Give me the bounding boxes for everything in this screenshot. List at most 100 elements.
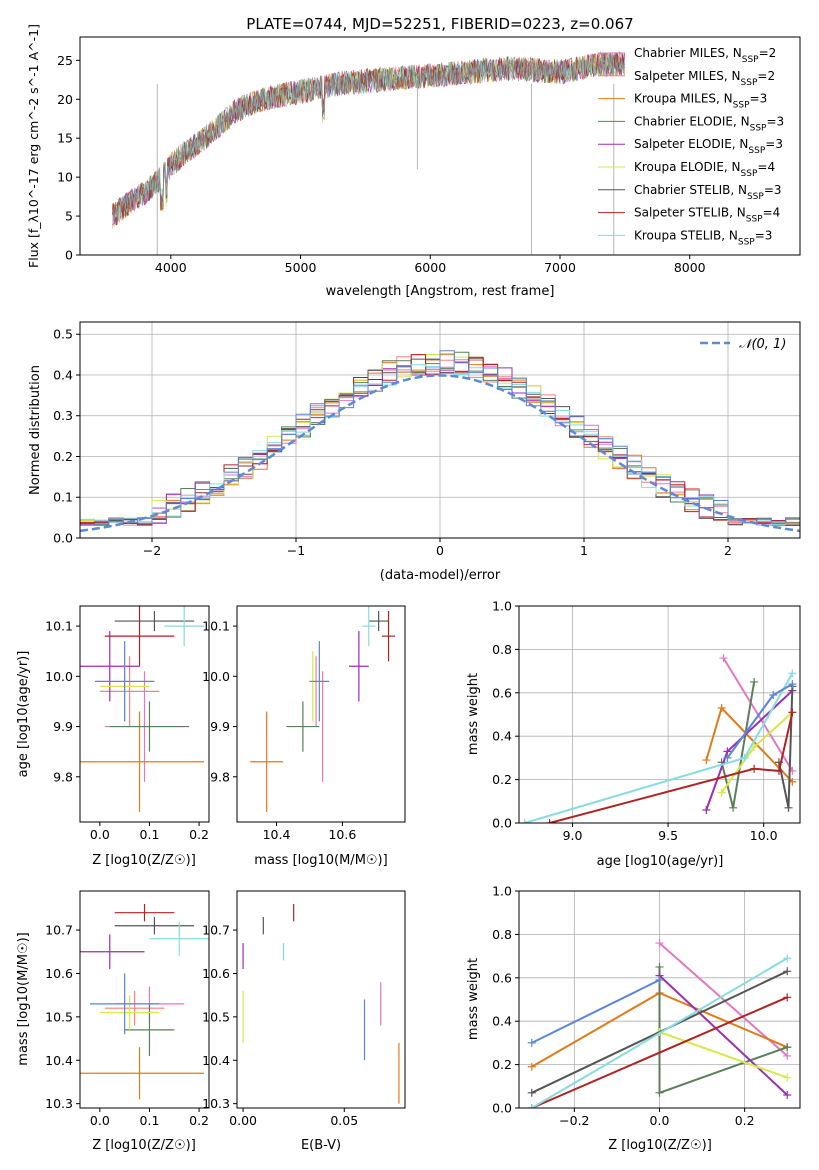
y-axis-label: Flux [f_λ10^-17 erg cm^-2 s^-1 A^-1] <box>26 24 41 268</box>
x-axis-label: Z [log10(Z/Z☉)] <box>92 853 196 868</box>
x-tick-label: 0 <box>436 543 444 558</box>
y-tick-label: 9.8 <box>53 769 73 784</box>
text-span: =3 <box>764 183 782 197</box>
x-tick-label: 8000 <box>674 260 706 275</box>
weight-marker <box>702 805 711 814</box>
weight-marker <box>655 962 664 971</box>
y-tick-label: 0.6 <box>492 685 512 700</box>
plot-area-age-vs-mass <box>250 606 396 812</box>
y-axis-label: mass weight <box>466 958 481 1040</box>
weight-marker <box>783 1090 792 1099</box>
text-span: SSP <box>750 123 767 133</box>
legend-entry: Chabrier STELIB, NSSP=3 <box>634 183 782 202</box>
weight-line <box>658 974 788 1096</box>
x-tick-label: 6000 <box>414 260 446 275</box>
axes-spectrum: 4000 5000 6000 7000 8000 0 5 10 15 20 25 wavelength… <box>26 24 801 299</box>
plot-area-mass-vs-ebv <box>242 904 400 1104</box>
weight-line <box>531 979 660 1044</box>
x-tick-label: 10.4 <box>263 827 291 842</box>
weight-marker <box>702 756 711 765</box>
y-tick-label: 9.8 <box>210 769 230 784</box>
plot-area-mass-vs-Z <box>80 904 209 1100</box>
y-axis-label: mass weight <box>466 673 481 755</box>
weight-line <box>659 1031 788 1079</box>
x-tick-label: 10.0 <box>750 828 778 843</box>
plot-area-residuals <box>80 350 800 533</box>
text-span: Kroupa ELODIE, N <box>634 160 741 174</box>
x-tick-label: 5000 <box>285 260 317 275</box>
weight-marker <box>774 766 783 775</box>
weight-marker <box>783 1043 792 1052</box>
weight-marker <box>750 764 759 773</box>
axes-frame <box>518 605 801 824</box>
y-tick-label: 0.2 <box>492 772 512 787</box>
x-tick-label: 0.2 <box>189 1113 209 1128</box>
y-tick-label: 10.6 <box>45 966 73 981</box>
weight-marker <box>750 677 759 686</box>
axes-frame <box>79 36 801 256</box>
weight-line <box>531 996 788 1108</box>
text-span: =2 <box>759 46 777 60</box>
y-tick-label: 0.1 <box>53 490 73 505</box>
text-span: Chabrier STELIB, N <box>634 183 747 197</box>
y-tick-label: 10.5 <box>202 1009 230 1024</box>
legend-entry: Chabrier MILES, NSSP=2 <box>634 46 776 65</box>
normal-curve <box>80 374 800 533</box>
axes-age-vs-Z: 0.0 0.1 0.2 9.8 9.9 10.0 10.1 Z [log10(Z/Z☉)] ag… <box>16 605 210 868</box>
y-tick-label: 9.9 <box>210 719 230 734</box>
x-tick-label: 0.1 <box>140 1113 160 1128</box>
y-tick-label: 0.3 <box>53 408 73 423</box>
y-tick-label: 10.0 <box>45 669 73 684</box>
axes-age-vs-mass: 10.4 10.6 9.8 9.9 10.0 10.1 mass [log10(M/M☉)] <box>202 605 406 868</box>
y-tick-label: 0 <box>65 248 73 263</box>
weight-marker <box>783 1073 792 1082</box>
text-span: =4 <box>763 206 781 220</box>
y-tick-label: 0.2 <box>53 449 73 464</box>
weight-marker <box>783 993 792 1002</box>
legend-entry: Salpeter STELIB, NSSP=4 <box>634 206 780 225</box>
legend-entry: Kroupa STELIB, NSSP=3 <box>634 228 772 247</box>
weight-marker <box>520 819 529 823</box>
y-tick-label: 10 <box>57 170 73 185</box>
weight-marker <box>788 708 797 717</box>
y-tick-label: 10.5 <box>45 1009 73 1024</box>
y-tick-label: 10.7 <box>202 923 230 938</box>
axes-frame <box>79 890 210 1109</box>
y-tick-label: 10.4 <box>202 1053 230 1068</box>
text-span: SSP <box>748 146 765 156</box>
x-tick-label: 1 <box>580 543 588 558</box>
x-tick-label: 10.6 <box>328 827 356 842</box>
x-tick-label: 0.2 <box>735 1113 755 1128</box>
x-tick-label: 7000 <box>544 260 576 275</box>
y-tick-label: 10.4 <box>45 1053 73 1068</box>
text-span: =4 <box>757 160 775 174</box>
x-axis-label: wavelength [Angstrom, rest frame] <box>326 284 555 299</box>
weight-marker <box>769 690 778 699</box>
x-tick-label: 0.00 <box>229 1113 257 1128</box>
x-axis-label: Z [log10(Z/Z☉)] <box>608 1138 712 1153</box>
weight-marker <box>655 975 664 984</box>
weight-marker <box>717 788 726 797</box>
y-tick-label: 0.4 <box>492 1014 512 1029</box>
text-span: =3 <box>755 228 773 242</box>
x-tick-label: 0.1 <box>140 827 160 842</box>
legend-entry: Kroupa MILES, NSSP=3 <box>634 92 767 111</box>
x-tick-label: 9.5 <box>658 828 678 843</box>
x-tick-label: 0.0 <box>90 827 110 842</box>
weight-marker <box>783 1051 792 1060</box>
axes-weight-vs-age: 9.0 9.5 10.0 0.0 0.2 0.4 0.6 0.8 1.0 age [log10(a… <box>466 599 801 869</box>
y-tick-label: 0.4 <box>53 367 73 382</box>
y-tick-label: 0.8 <box>492 642 512 657</box>
weight-marker <box>717 703 726 712</box>
axes-frame <box>79 605 210 823</box>
weight-marker <box>655 939 664 948</box>
x-tick-label: 2 <box>724 543 732 558</box>
legend-entry: 𝒩(0, 1) <box>739 337 786 352</box>
legend-entry: Chabrier ELODIE, NSSP=3 <box>634 114 784 133</box>
weight-marker <box>788 669 797 678</box>
y-tick-label: 25 <box>57 53 73 68</box>
text-span: SSP <box>741 169 758 179</box>
x-tick-label: 0.05 <box>330 1113 358 1128</box>
axes-weight-vs-Z: −0.2 0.0 0.2 0.0 0.2 0.4 0.6 0.8 1.0 Z [log10(Z/Z… <box>466 884 801 1153</box>
text-span: Kroupa STELIB, N <box>634 228 738 242</box>
